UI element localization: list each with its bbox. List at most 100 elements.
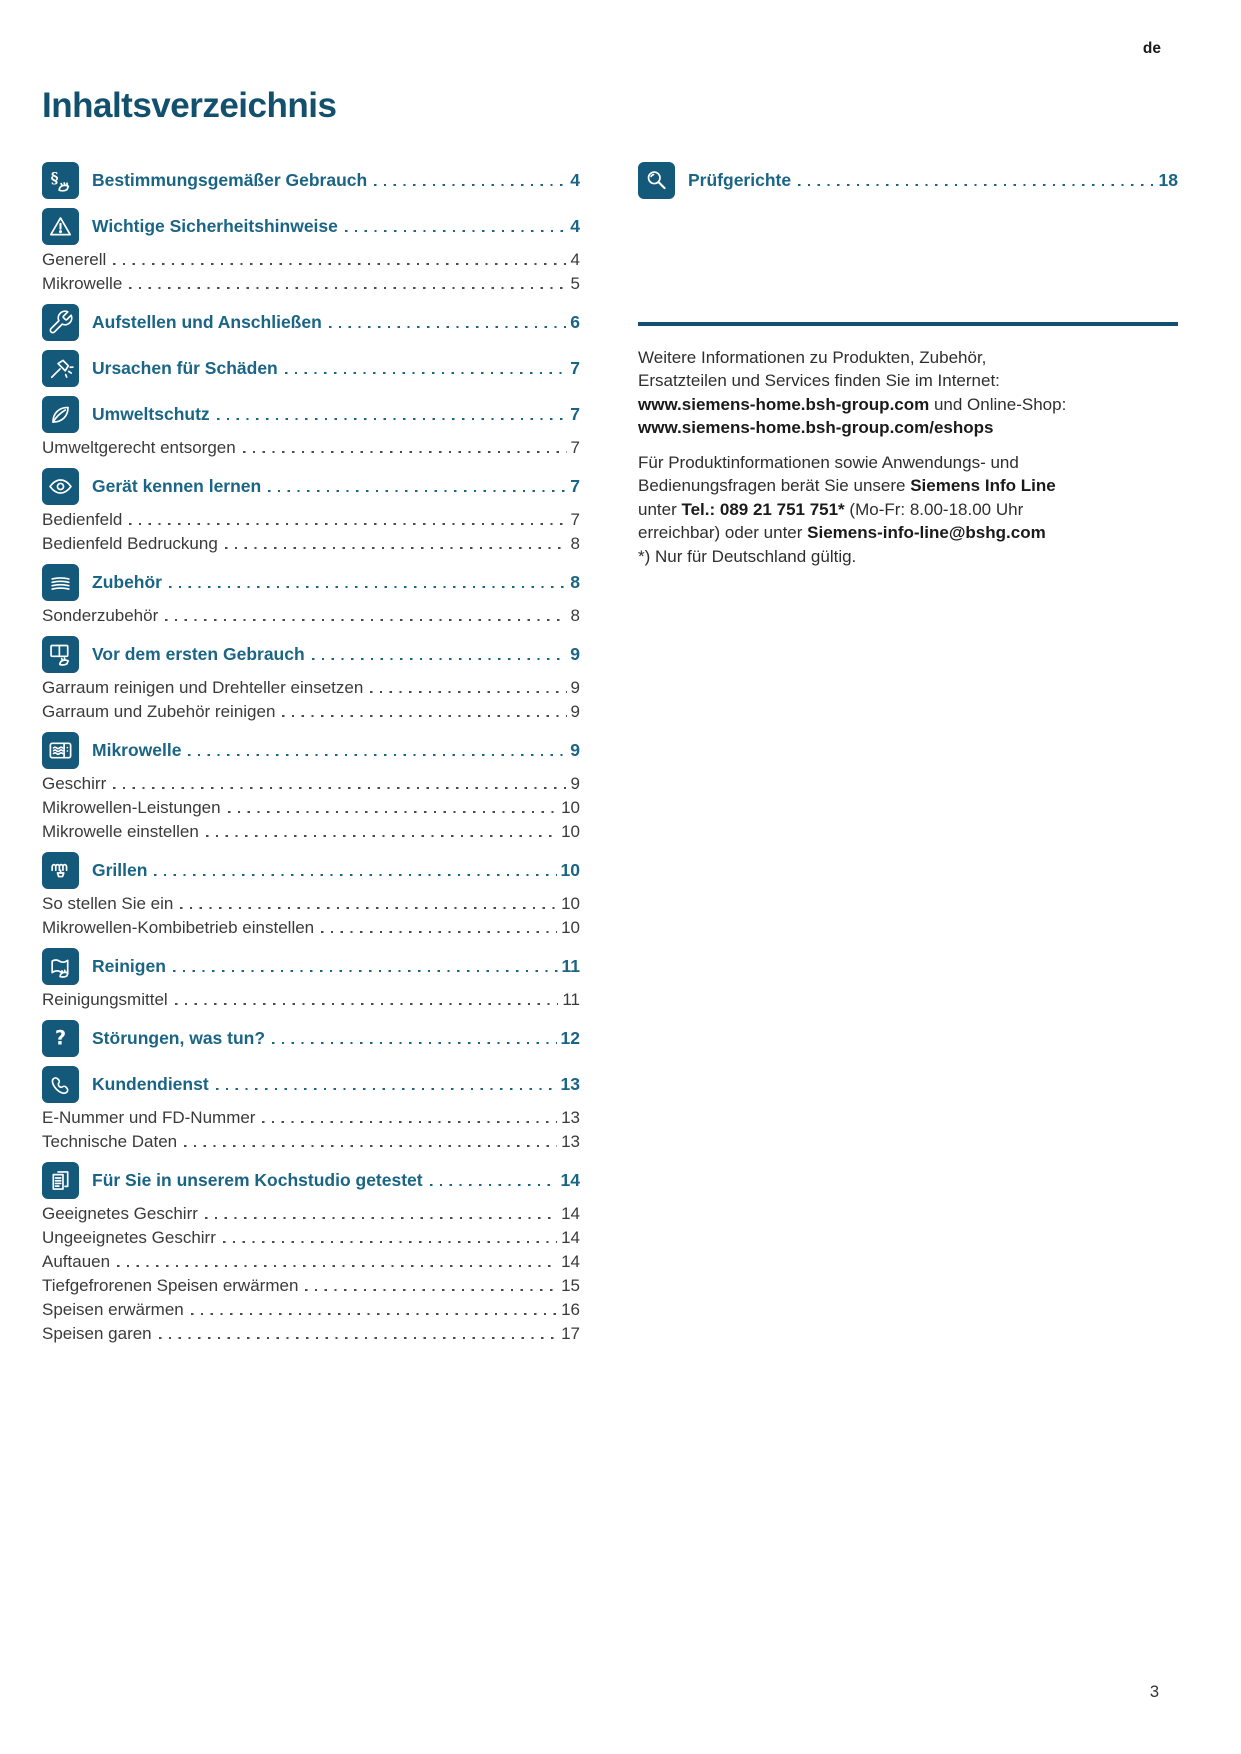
toc-subitem-label: Tiefgefrorenen Speisen erwärmen [42,1276,299,1295]
dot-leader [169,585,567,589]
toc-subitem-row[interactable]: E-Nummer und FD-Nummer 13 [42,1106,580,1130]
toc-section-row[interactable]: Vor dem ersten Gebrauch 9 [42,634,580,674]
toc-section-row[interactable]: Grillen 10 [42,850,580,890]
toc-section-row[interactable]: Prüfgerichte 18 [638,160,1178,200]
layers-icon [42,563,79,601]
toc-subitem-row[interactable]: So stellen Sie ein 10 [42,892,580,916]
toc-subitem-row[interactable]: Geschirr 9 [42,772,580,796]
dot-leader [205,834,558,837]
dot-leader [344,229,567,233]
info-text: Weitere Informationen zu Produkten, Zube… [638,347,1000,391]
toc-subitem-row[interactable]: Reinigungsmittel 11 [42,988,580,1012]
toc-section-row[interactable]: Gerät kennen lernen 7 [42,466,580,506]
dot-leader [188,753,567,757]
toc-section-page: 7 [570,475,580,496]
hammer-icon [42,349,79,387]
toc-section-row[interactable]: § Bestimmungsgemäßer Gebrauch 4 [42,160,580,200]
info-text-bold: Siemens Info Line [910,476,1056,495]
info-paragraph-infoline: Für Produktinformationen sowie Anwendung… [638,451,1178,569]
toc-subitem-row[interactable]: Auftauen 14 [42,1250,580,1274]
toc-section-row[interactable]: Zubehör 8 [42,562,580,602]
toc-section-label: Für Sie in unserem Kochstudio getestet [92,1169,423,1190]
toc-subitem-row[interactable]: Bedienfeld Bedruckung 8 [42,532,580,556]
toc-section: Gerät kennen lernen 7 Bedienfeld 7 Bedienfel… [42,466,580,556]
toc-section-label: Mikrowelle [92,739,182,760]
book-hand-icon [42,635,79,673]
toc-section-row[interactable]: Aufstellen und Anschließen 6 [42,302,580,342]
dot-leader [190,1312,558,1315]
info-text: unter [638,499,677,519]
toc-subitem-label: Bedienfeld [42,510,123,529]
toc-section-row[interactable]: Für Sie in unserem Kochstudio getestet 14 [42,1160,580,1200]
toc-section-label: Umweltschutz [92,403,210,424]
toc-subitem-label: Generell [42,250,107,269]
toc-section-label: Wichtige Sicherheitshinweise [92,215,338,236]
toc-section-row[interactable]: Kundendienst 13 [42,1064,580,1104]
svg-text:?: ? [55,1026,66,1049]
question-mark-icon: ? [42,1019,79,1057]
toc-subitem-row[interactable]: Mikrowelle einstellen 10 [42,820,580,844]
toc-section-row[interactable]: Ursachen für Schäden 7 [42,348,580,388]
toc-subitem-row[interactable]: Garraum und Zubehör reinigen 9 [42,700,580,724]
paragraph-hand-icon: § [42,161,79,199]
toc-section-row[interactable]: Wichtige Sicherheitshinweise 4 [42,206,580,246]
toc-section-row[interactable]: Reinigen 11 [42,946,580,986]
dot-leader [222,1240,558,1243]
toc-subitem-row[interactable]: Generell 4 [42,248,580,272]
toc-right-column: Prüfgerichte 18 [638,160,1178,200]
toc-subitem-row[interactable]: Speisen erwärmen 16 [42,1298,580,1322]
dot-leader [180,906,558,909]
toc-section-label: Kundendienst [92,1073,209,1094]
toc-subitem-row[interactable]: Speisen garen 17 [42,1322,580,1346]
toc-section-row[interactable]: Umweltschutz 7 [42,394,580,434]
toc-subitem-page: 10 [561,894,580,913]
toc-subitem-label: Geschirr [42,774,107,793]
toc-subitem-row[interactable]: Technische Daten 13 [42,1130,580,1154]
leaf-icon [42,395,79,433]
toc-subitem-row[interactable]: Mikrowellen-Kombibetrieb einstellen 10 [42,916,580,940]
dot-leader [129,522,567,525]
toc-subitem-row[interactable]: Mikrowellen-Leistungen 10 [42,796,580,820]
toc-subitem-page: 10 [561,822,580,841]
toc-subitem-page: 8 [570,606,580,625]
toc-subitem-row[interactable]: Sonderzubehör 8 [42,604,580,628]
toc-subitem-row[interactable]: Mikrowelle 5 [42,272,580,296]
info-text-bold: www.siemens-home.bsh-group.com [638,394,930,414]
toc-section-page: 4 [570,169,580,190]
dot-leader [282,714,567,717]
toc-subitem-row[interactable]: Bedienfeld 7 [42,508,580,532]
toc-subitem-label: Garraum reinigen und Drehteller einsetze… [42,678,364,697]
documents-icon [42,1161,79,1199]
toc-section-row[interactable]: Mikrowelle 9 [42,730,580,770]
toc-section-page: 10 [560,859,580,880]
toc-subitem-label: Bedienfeld Bedruckung [42,534,218,553]
toc-section-page: 7 [570,403,580,424]
toc-section-row[interactable]: ? Störungen, was tun? 12 [42,1018,580,1058]
dot-leader [215,1087,557,1091]
toc-section-label: Gerät kennen lernen [92,475,262,496]
right-column: Prüfgerichte 18 Weitere Informationen zu … [638,160,1178,568]
dot-leader [174,1002,559,1005]
toc-subitem-row[interactable]: Tiefgefrorenen Speisen erwärmen 15 [42,1274,580,1298]
toc-subitem-page: 7 [570,510,580,529]
toc-subitem-row[interactable]: Geeignetes Geschirr 14 [42,1202,580,1226]
dot-leader [321,930,558,933]
dot-leader [117,1264,558,1267]
dot-leader [113,786,567,789]
toc-subitem-row[interactable]: Umweltgerecht entsorgen 7 [42,436,580,460]
page-number: 3 [1149,1683,1159,1701]
info-text-bold: www.siemens-home.bsh-group.com/eshops [638,418,994,437]
toc-left-column: § Bestimmungsgemäßer Gebrauch 4 Wichtige Si… [42,160,580,1346]
toc-subitem-label: Mikrowellen-Leistungen [42,798,221,817]
toc-section-label: Vor dem ersten Gebrauch [92,643,305,664]
toc-subitem-row[interactable]: Ungeeignetes Geschirr 14 [42,1226,580,1250]
page-title: Inhaltsverzeichnis [42,86,337,125]
toc-subitem-row[interactable]: Garraum reinigen und Drehteller einsetze… [42,676,580,700]
dot-leader [242,450,567,453]
dot-leader [227,810,558,813]
toc-section-page: 12 [560,1027,580,1048]
toc-subitem-page: 14 [561,1204,580,1223]
toc-section-label: Zubehör [92,571,162,592]
phone-icon [42,1065,79,1103]
toc-subitem-label: So stellen Sie ein [42,894,174,913]
